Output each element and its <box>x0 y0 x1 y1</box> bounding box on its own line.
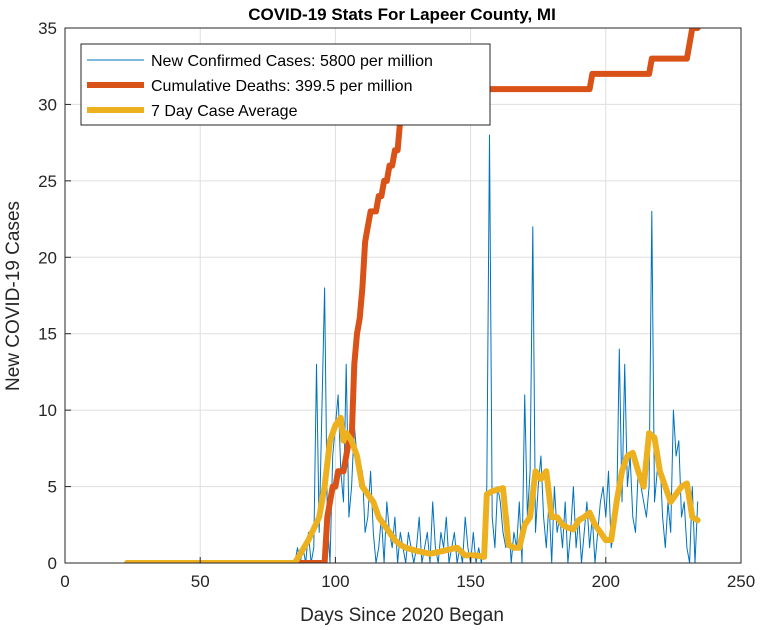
y-tick-label: 10 <box>38 401 57 420</box>
y-tick-label: 0 <box>48 554 57 573</box>
plot-frame <box>64 27 742 564</box>
x-tick-label: 50 <box>191 572 210 591</box>
y-tick-label: 35 <box>38 19 57 38</box>
series-cumulative-deaths-line <box>124 28 701 563</box>
x-tick-label: 0 <box>60 572 69 591</box>
y-tick-label: 5 <box>48 478 57 497</box>
series-7day-average-line <box>124 414 701 563</box>
series-layer <box>124 28 701 563</box>
legend-entry: Cumulative Deaths: 399.5 per million <box>151 78 412 95</box>
x-axis: 0 50 100 150 200 250 <box>60 557 755 591</box>
y-tick-label: 20 <box>38 248 57 267</box>
legend: New Confirmed Cases: 5800 per million Cum… <box>80 43 491 126</box>
legend-entry: 7 Day Case Average <box>151 103 298 120</box>
x-tick-label: 100 <box>321 572 349 591</box>
legend-box <box>80 43 491 126</box>
y-tick-label: 25 <box>38 172 57 191</box>
x-axis-label: Days Since 2020 Began <box>300 605 504 626</box>
y-axis-label: New COVID-19 Cases <box>3 201 24 391</box>
x-tick-label: 200 <box>592 572 620 591</box>
legend-entry: New Confirmed Cases: 5800 per million <box>151 53 433 70</box>
x-tick-label: 150 <box>456 572 484 591</box>
x-tick-label: 250 <box>727 572 755 591</box>
y-tick-label: 15 <box>38 325 57 344</box>
y-axis: 0 5 10 15 20 25 30 35 <box>38 19 71 573</box>
y-tick-label: 30 <box>38 95 57 114</box>
chart-title: COVID-19 Stats For Lapeer County, MI <box>248 5 556 24</box>
